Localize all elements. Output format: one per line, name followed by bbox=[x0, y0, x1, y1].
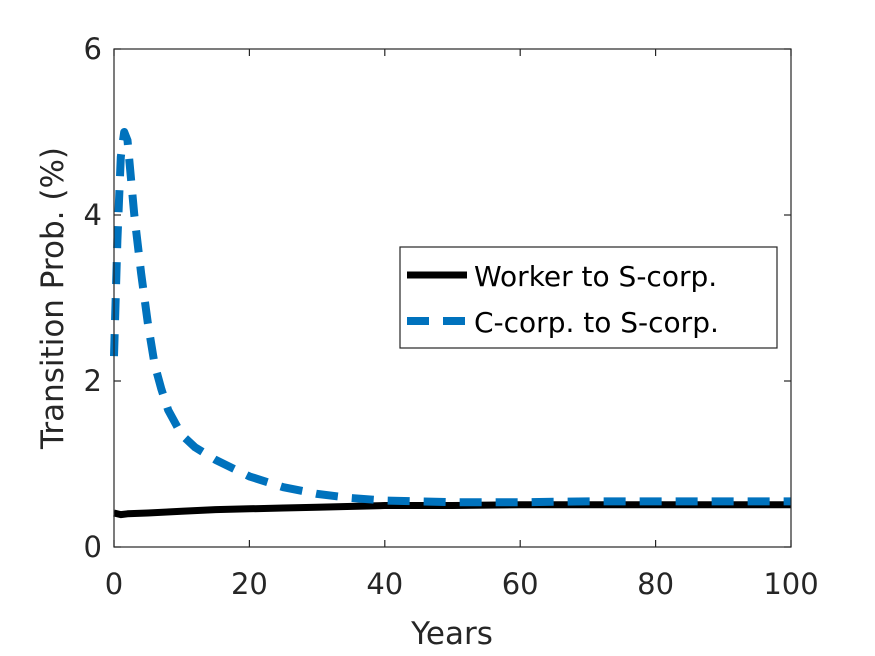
legend-label-c-corp-to-s-corp: C-corp. to S-corp. bbox=[474, 306, 719, 339]
plot-frame bbox=[113, 48, 792, 548]
y-tick-label: 4 bbox=[84, 198, 102, 232]
legend-label-worker-to-s-corp: Worker to S-corp. bbox=[474, 260, 717, 293]
y-tick-label: 6 bbox=[84, 32, 102, 66]
series-line-worker-to-s-corp bbox=[113, 501, 791, 519]
ticks bbox=[113, 48, 792, 548]
legend-box bbox=[399, 246, 778, 349]
y-tick-label: 0 bbox=[84, 530, 102, 564]
y-axis-label: Transition Prob. (%) bbox=[35, 147, 71, 450]
x-tick-label: 60 bbox=[502, 567, 539, 601]
plot-lines bbox=[110, 128, 791, 519]
series-line-c-corp-to-s-corp bbox=[110, 128, 791, 507]
legend: Worker to S-corp. C-corp. to S-corp. bbox=[399, 246, 778, 349]
x-tick-label: 40 bbox=[366, 567, 403, 601]
tick-labels: 0 20 40 60 80 100 0 2 4 6 bbox=[84, 32, 819, 601]
y-tick-label: 2 bbox=[84, 364, 102, 398]
x-axis-label: Years bbox=[410, 616, 493, 652]
x-tick-label: 100 bbox=[763, 567, 818, 601]
x-tick-label: 0 bbox=[105, 567, 123, 601]
x-tick-label: 80 bbox=[637, 567, 674, 601]
x-tick-label: 20 bbox=[231, 567, 268, 601]
